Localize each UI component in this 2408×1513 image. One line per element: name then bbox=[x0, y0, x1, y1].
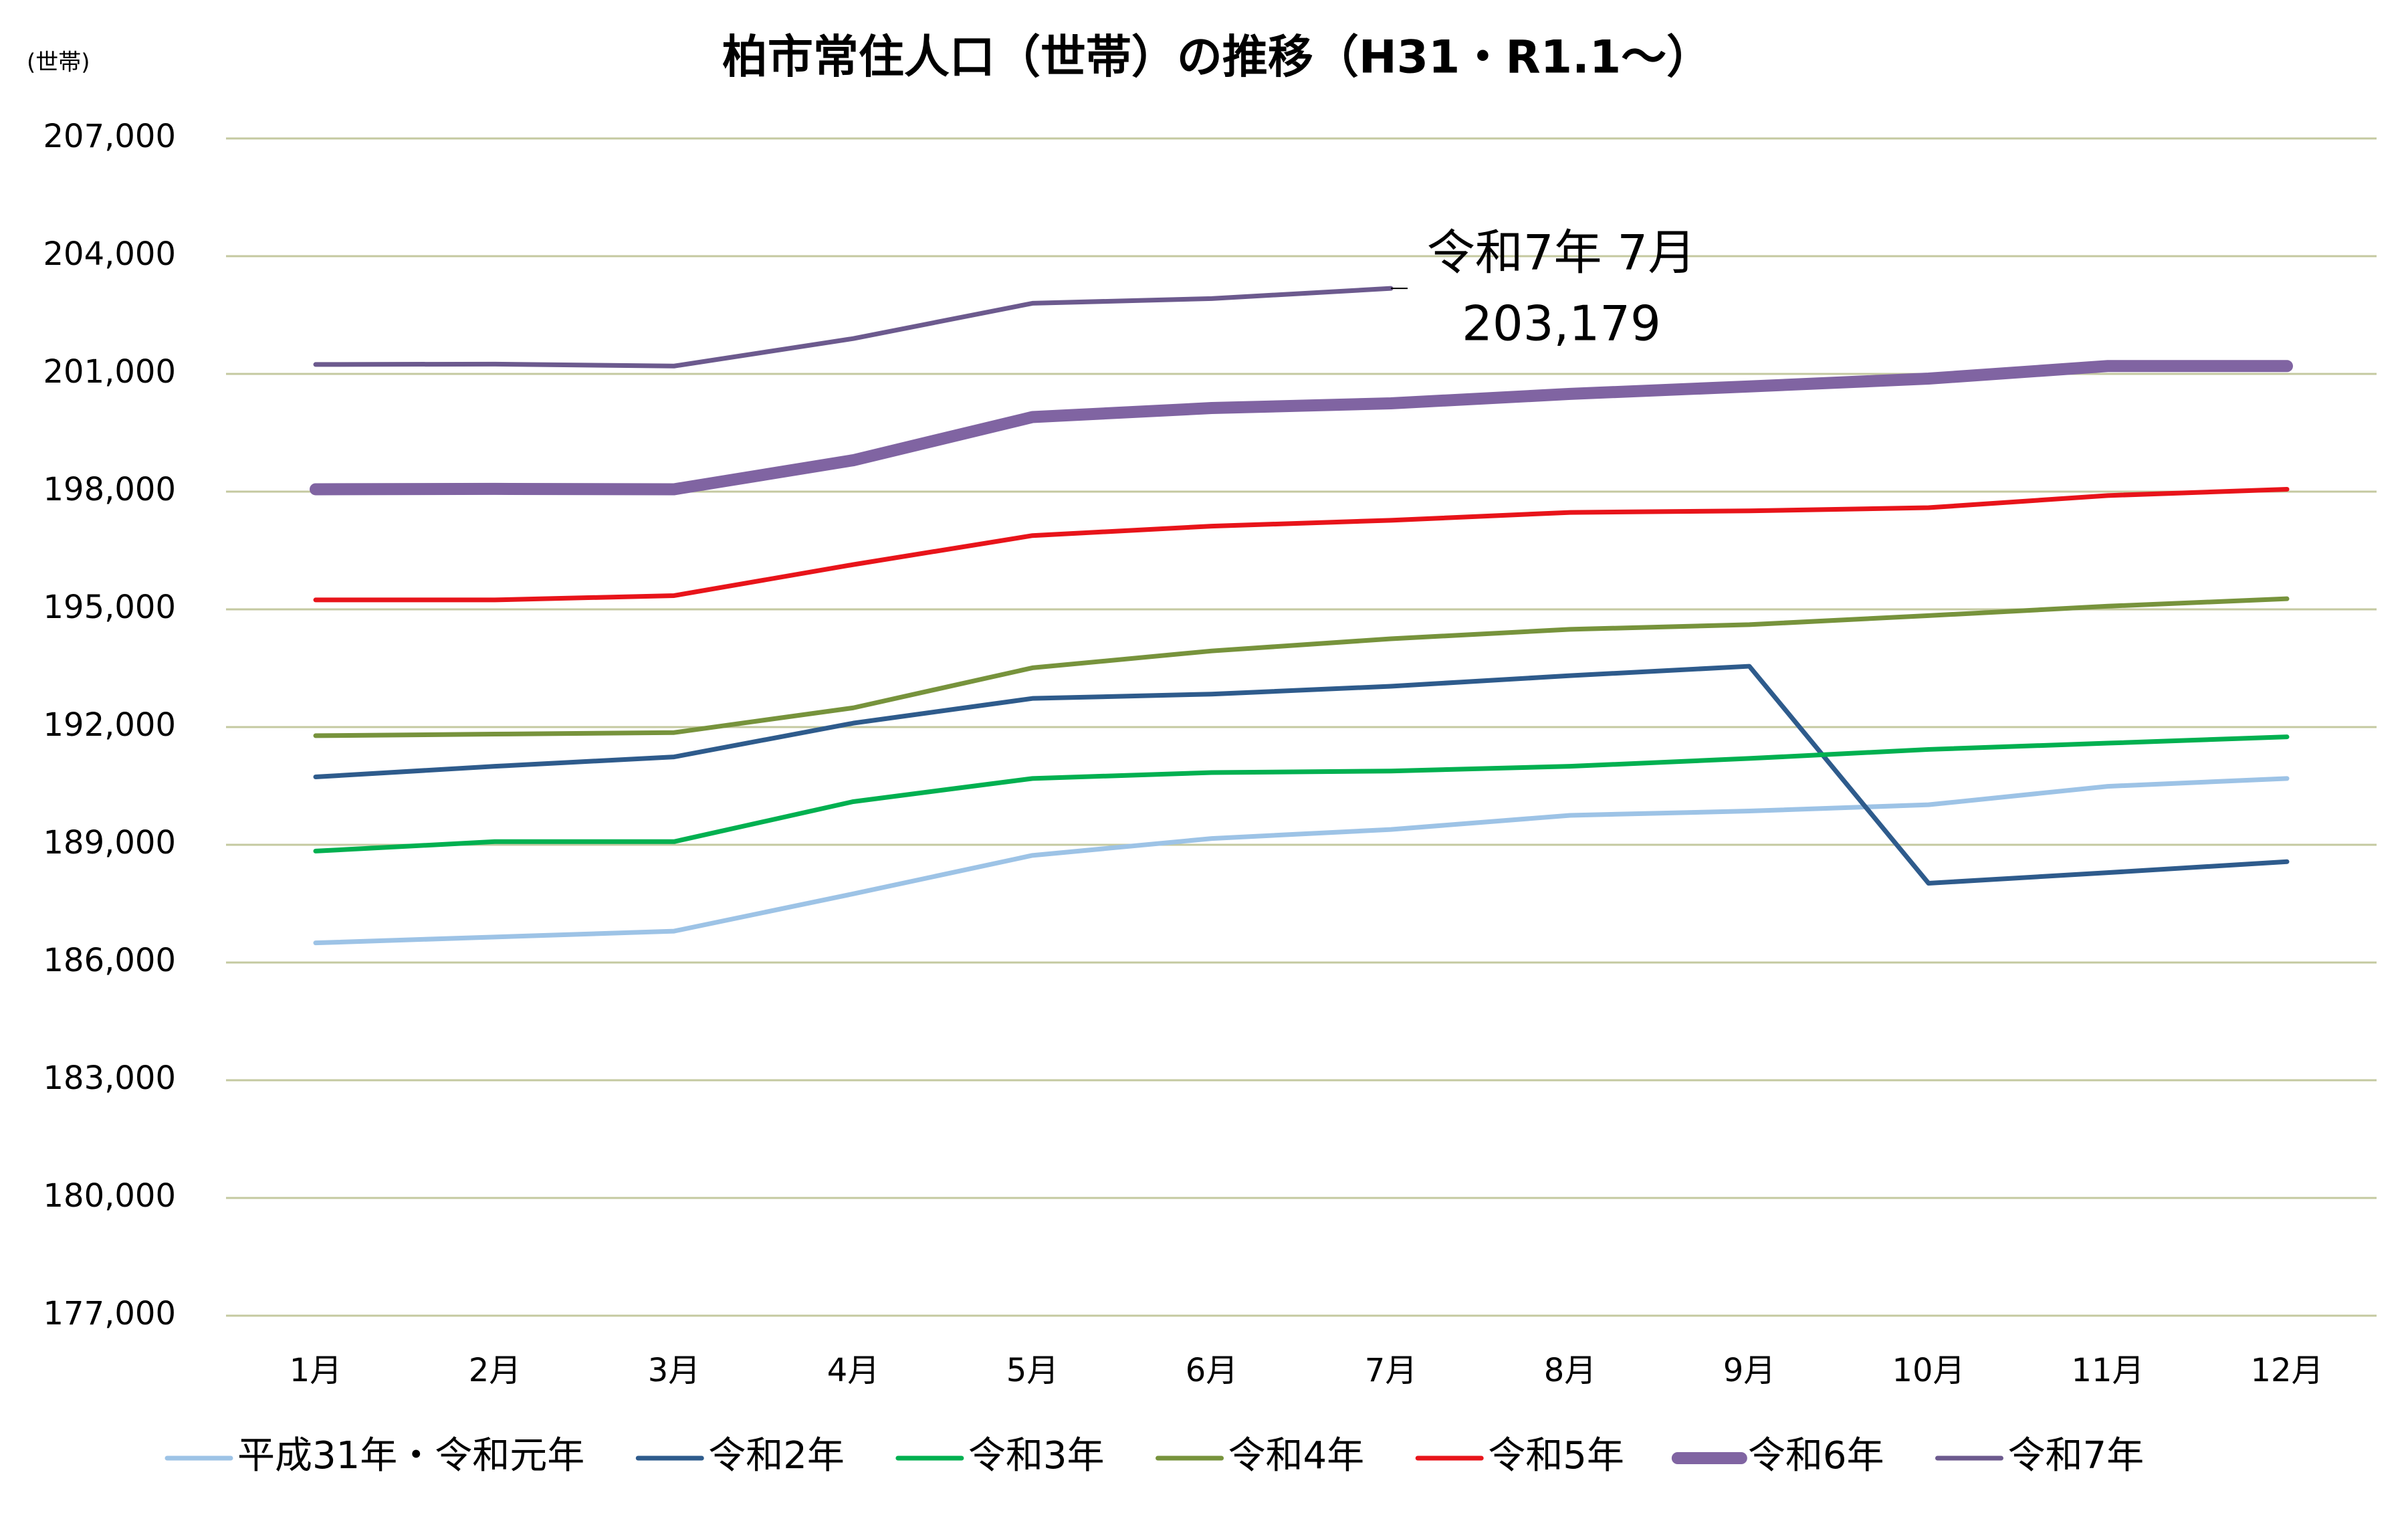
legend-label: 令和4年 bbox=[1228, 1434, 1365, 1478]
y-tick-label: 198,000 bbox=[43, 471, 177, 508]
series-line bbox=[310, 360, 2293, 496]
y-tick-label: 201,000 bbox=[43, 353, 177, 391]
legend-label: 令和3年 bbox=[968, 1434, 1105, 1478]
y-tick-label: 204,000 bbox=[43, 235, 177, 273]
chart-title: 柏市常住人口（世帯）の推移（H31・R1.1～） bbox=[722, 31, 1712, 84]
y-tick-label: 177,000 bbox=[43, 1295, 177, 1332]
x-tick-label: 6月 bbox=[1186, 1352, 1238, 1389]
series-line bbox=[313, 596, 2290, 738]
series-line bbox=[313, 486, 2290, 603]
x-tick-label: 11月 bbox=[2071, 1352, 2144, 1389]
data-label: 203,179 bbox=[1462, 296, 1661, 352]
y-tick-label: 192,000 bbox=[43, 706, 177, 744]
legend-label: 令和7年 bbox=[2007, 1434, 2144, 1478]
x-tick-label: 9月 bbox=[1723, 1352, 1776, 1389]
series-line bbox=[313, 776, 2290, 946]
y-tick-label: 195,000 bbox=[43, 589, 177, 626]
x-tick-label: 8月 bbox=[1544, 1352, 1597, 1389]
legend-label: 令和2年 bbox=[708, 1434, 845, 1478]
x-tick-label: 7月 bbox=[1365, 1352, 1418, 1389]
y-tick-label: 207,000 bbox=[43, 118, 177, 155]
legend-label: 平成31年・令和元年 bbox=[237, 1434, 584, 1478]
y-tick-label: 183,000 bbox=[43, 1060, 177, 1097]
y-tick-label: 186,000 bbox=[43, 942, 177, 979]
series-line bbox=[313, 734, 2290, 853]
y-tick-label: 180,000 bbox=[43, 1177, 177, 1215]
y-axis-unit: (世帯) bbox=[27, 49, 90, 76]
x-tick-label: 1月 bbox=[290, 1352, 342, 1389]
x-tick-label: 4月 bbox=[827, 1352, 880, 1389]
legend-label: 令和6年 bbox=[1748, 1434, 1884, 1478]
legend-label: 令和5年 bbox=[1488, 1434, 1624, 1478]
x-tick-label: 3月 bbox=[648, 1352, 701, 1389]
x-tick-label: 2月 bbox=[469, 1352, 522, 1389]
y-tick-label: 189,000 bbox=[43, 824, 177, 862]
series-line bbox=[313, 664, 2290, 886]
annotation: 令和7年 7月 bbox=[1427, 225, 1696, 281]
x-tick-label: 10月 bbox=[1892, 1352, 1965, 1389]
x-tick-label: 12月 bbox=[2250, 1352, 2323, 1389]
series-line bbox=[313, 286, 1394, 369]
x-tick-label: 5月 bbox=[1006, 1352, 1059, 1389]
